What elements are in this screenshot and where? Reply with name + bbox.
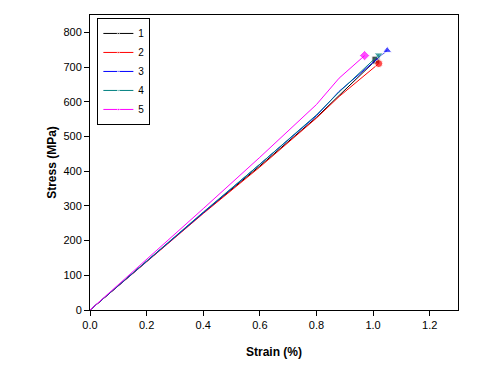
svg-text:600: 600 [63, 96, 81, 108]
svg-text:0.4: 0.4 [196, 319, 211, 331]
svg-text:1.0: 1.0 [365, 319, 380, 331]
svg-text:3: 3 [138, 66, 144, 77]
svg-text:0.0: 0.0 [82, 319, 97, 331]
svg-text:1.2: 1.2 [422, 319, 437, 331]
svg-text:500: 500 [63, 130, 81, 142]
svg-text:Strain (%): Strain (%) [246, 345, 302, 359]
svg-text:0: 0 [76, 304, 82, 316]
svg-text:300: 300 [63, 200, 81, 212]
svg-text:1: 1 [138, 28, 144, 39]
svg-text:0.8: 0.8 [309, 319, 324, 331]
svg-text:5: 5 [138, 104, 144, 115]
svg-text:700: 700 [63, 61, 81, 73]
svg-text:100: 100 [63, 269, 81, 281]
svg-text:400: 400 [63, 165, 81, 177]
svg-text:0.6: 0.6 [252, 319, 267, 331]
svg-text:4: 4 [138, 85, 144, 96]
svg-text:800: 800 [63, 26, 81, 38]
svg-text:Stress (MPa): Stress (MPa) [45, 126, 59, 199]
svg-text:2: 2 [138, 47, 144, 58]
svg-text:200: 200 [63, 234, 81, 246]
svg-text:0.2: 0.2 [139, 319, 154, 331]
